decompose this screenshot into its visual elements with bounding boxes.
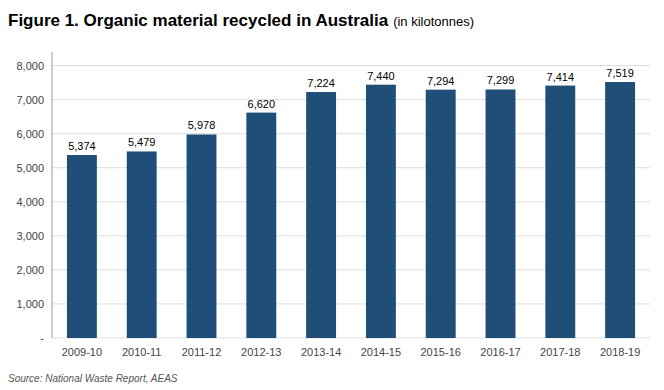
y-tick-label: 4,000	[16, 196, 44, 208]
bar	[605, 82, 635, 338]
data-label: 7,224	[307, 77, 335, 89]
bar	[306, 92, 336, 338]
bar	[545, 86, 575, 338]
data-label: 5,978	[188, 119, 216, 131]
data-label: 7,299	[487, 74, 515, 86]
y-tick-label: -	[40, 332, 44, 344]
bar	[187, 134, 217, 338]
x-tick-label: 2015-16	[421, 346, 461, 358]
bar	[426, 90, 456, 338]
x-tick-label: 2014-15	[361, 346, 401, 358]
title: Figure 1. Organic material recycled in A…	[8, 11, 389, 30]
bar	[366, 85, 396, 338]
x-tick-label: 2017-18	[540, 346, 580, 358]
bar	[127, 151, 157, 338]
bar	[486, 89, 516, 338]
data-label: 7,440	[367, 70, 395, 82]
y-tick-label: 8,000	[16, 60, 44, 72]
bar	[67, 155, 97, 338]
x-tick-label: 2016-17	[480, 346, 520, 358]
x-tick-label: 2010-11	[122, 346, 162, 358]
x-tick-label: 2012-13	[241, 346, 281, 358]
data-label: 7,294	[427, 75, 455, 87]
subtitle: (in kilotonnes)	[393, 14, 474, 29]
data-label: 6,620	[248, 98, 276, 110]
grid-line	[52, 65, 650, 66]
data-label: 7,414	[547, 71, 575, 83]
bars	[67, 82, 635, 338]
data-label: 5,479	[128, 136, 156, 148]
data-label: 7,519	[606, 67, 634, 79]
grid	[52, 66, 650, 338]
x-tick-label: 2009-10	[62, 346, 102, 358]
x-tick-label: 2011-12	[182, 346, 222, 358]
x-tick-label: 2013-14	[301, 346, 341, 358]
y-tick-label: 1,000	[16, 298, 44, 310]
bar	[246, 113, 276, 338]
chart: Figure 1. Organic material recycled in A…	[0, 0, 664, 390]
source: Source: National Waste Report, AEAS	[8, 373, 178, 384]
y-axis-line	[52, 52, 53, 338]
y-tick-label: 2,000	[16, 264, 44, 276]
y-tick-label: 6,000	[16, 128, 44, 140]
y-tick-label: 5,000	[16, 162, 44, 174]
data-labels: 5,374 5,479 5,978 6,620 7,224 7,440 7,294 7,299…	[68, 67, 634, 152]
y-tick-label: 7,000	[16, 94, 44, 106]
x-tick-label: 2018-19	[600, 346, 640, 358]
y-tick-label: 3,000	[16, 230, 44, 242]
data-label: 5,374	[68, 140, 96, 152]
